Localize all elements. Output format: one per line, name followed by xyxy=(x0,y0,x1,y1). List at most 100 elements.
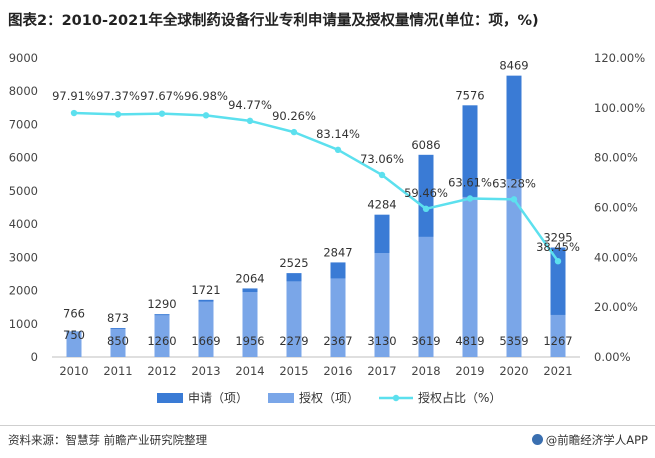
brand-text: @前瞻经济学人APP xyxy=(545,433,648,447)
grant-bar xyxy=(550,314,566,357)
apply-value-label: 2064 xyxy=(235,271,264,285)
ratio-value-label: 63.61% xyxy=(448,176,492,190)
y-right-tick-label: 60.00% xyxy=(594,201,638,215)
ratio-point xyxy=(554,257,562,265)
ratio-value-label: 73.06% xyxy=(360,152,404,166)
apply-value-label: 873 xyxy=(107,311,129,325)
y-left-tick-label: 0 xyxy=(31,350,38,364)
ratio-value-label: 83.14% xyxy=(316,127,360,141)
ratio-value-label: 97.67% xyxy=(140,89,184,103)
ratio-point xyxy=(290,128,298,136)
grant-bar xyxy=(154,315,170,357)
grant-bar xyxy=(374,253,390,357)
x-tick-label: 2016 xyxy=(323,364,352,378)
grant-bar xyxy=(242,292,258,357)
grant-value-label: 1669 xyxy=(191,334,220,348)
y-left-tick-label: 6000 xyxy=(9,151,38,165)
ratio-point xyxy=(422,205,430,213)
y-left-tick-label: 5000 xyxy=(9,184,38,198)
grant-bar xyxy=(330,278,346,357)
ratio-value-label: 97.91% xyxy=(52,89,96,103)
ratio-value-label: 97.37% xyxy=(96,89,140,103)
y-right-tick-label: 100.00% xyxy=(594,101,645,115)
y-right-tick-label: 0.00% xyxy=(594,350,631,364)
ratio-point xyxy=(510,196,518,203)
ratio-value-label: 59.46% xyxy=(404,186,448,200)
grant-bar xyxy=(66,332,82,357)
y-left-tick-label: 9000 xyxy=(9,51,38,65)
apply-value-label: 7576 xyxy=(455,88,484,102)
y-left-tick-label: 8000 xyxy=(9,84,38,98)
source-note: 资料来源：智慧芽 前瞻产业研究院整理 xyxy=(8,433,208,447)
y-left-tick-label: 2000 xyxy=(9,284,38,298)
x-tick-label: 2011 xyxy=(103,364,132,378)
grant-value-label: 2279 xyxy=(279,334,308,348)
ratio-point xyxy=(466,195,474,202)
grant-bar xyxy=(286,281,302,357)
apply-value-label: 1721 xyxy=(191,283,220,297)
brand-label: @前瞻经济学人APP xyxy=(531,432,648,448)
grant-value-label: 1267 xyxy=(543,334,572,348)
y-left-tick-label: 3000 xyxy=(9,250,38,264)
ratio-line xyxy=(73,111,560,262)
grant-value-label: 850 xyxy=(107,334,129,348)
grant-bar xyxy=(506,178,522,357)
ratio-value-label: 38.45% xyxy=(536,240,580,254)
apply-value-label: 2847 xyxy=(323,245,352,259)
ratio-point xyxy=(246,117,254,125)
y-right-tick-label: 80.00% xyxy=(594,151,638,165)
grant-bar xyxy=(110,328,126,357)
ratio-point xyxy=(158,110,166,117)
y-right-tick-label: 20.00% xyxy=(594,300,638,314)
y-left-tick-label: 1000 xyxy=(9,317,38,331)
x-tick-label: 2018 xyxy=(411,364,440,378)
legend-label-grant: 授权（项） xyxy=(299,390,359,405)
ratio-value-label: 63.28% xyxy=(492,176,536,190)
apply-value-label: 6086 xyxy=(411,138,440,152)
grant-bar xyxy=(418,236,434,357)
footer: 资料来源：智慧芽 前瞻产业研究院整理 @前瞻经济学人APP xyxy=(8,432,648,450)
x-tick-label: 2020 xyxy=(499,364,528,378)
chart-title: 图表2：2010-2021年全球制药设备行业专利申请量及授权量情况(单位：项，%… xyxy=(8,13,539,29)
legend-swatch-ratio-marker xyxy=(392,394,400,402)
apply-value-label: 2525 xyxy=(279,256,308,270)
grant-value-label: 3130 xyxy=(367,334,396,348)
apply-value-label: 1290 xyxy=(147,297,176,311)
apply-value-label: 4284 xyxy=(367,198,396,212)
grant-value-label: 2367 xyxy=(323,334,352,348)
ratio-point xyxy=(378,171,386,179)
legend-swatch-grant xyxy=(268,393,294,403)
ratio-value-label: 94.77% xyxy=(228,98,272,112)
ratio-point xyxy=(202,112,210,119)
apply-value-label: 8469 xyxy=(499,59,528,73)
grant-value-label: 1956 xyxy=(235,334,264,348)
x-tick-label: 2015 xyxy=(279,364,308,378)
brand-logo-icon xyxy=(531,434,543,445)
x-tick-label: 2017 xyxy=(367,364,396,378)
x-tick-label: 2013 xyxy=(191,364,220,378)
x-tick-label: 2019 xyxy=(455,364,484,378)
legend-label-ratio: 授权占比（%） xyxy=(418,390,501,405)
ratio-point xyxy=(334,146,342,154)
y-right-tick-label: 120.00% xyxy=(594,51,645,65)
apply-value-label: 3295 xyxy=(543,231,572,245)
grant-bar xyxy=(198,301,214,357)
apply-value-label: 766 xyxy=(63,307,85,321)
x-tick-label: 2014 xyxy=(235,364,264,378)
ratio-point xyxy=(70,109,78,117)
y-left-tick-label: 7000 xyxy=(9,117,38,131)
x-tick-label: 2021 xyxy=(543,364,572,378)
grant-value-label: 3619 xyxy=(411,334,440,348)
legend-label-apply: 申请（项） xyxy=(188,391,248,405)
x-tick-label: 2012 xyxy=(147,364,176,378)
chart: 0 1000 2000 3000 4000 5000 6000 7000 8000 9000 0.0… xyxy=(9,51,646,405)
legend-swatch-apply xyxy=(157,393,183,403)
footer-divider xyxy=(0,425,655,426)
grant-bar xyxy=(462,196,478,357)
grant-value-label: 750 xyxy=(63,328,85,342)
x-tick-label: 2010 xyxy=(59,364,88,378)
ratio-point xyxy=(114,111,122,118)
y-left-tick-label: 4000 xyxy=(9,217,38,231)
y-right-tick-label: 40.00% xyxy=(594,250,638,264)
grant-value-label: 5359 xyxy=(499,334,528,348)
